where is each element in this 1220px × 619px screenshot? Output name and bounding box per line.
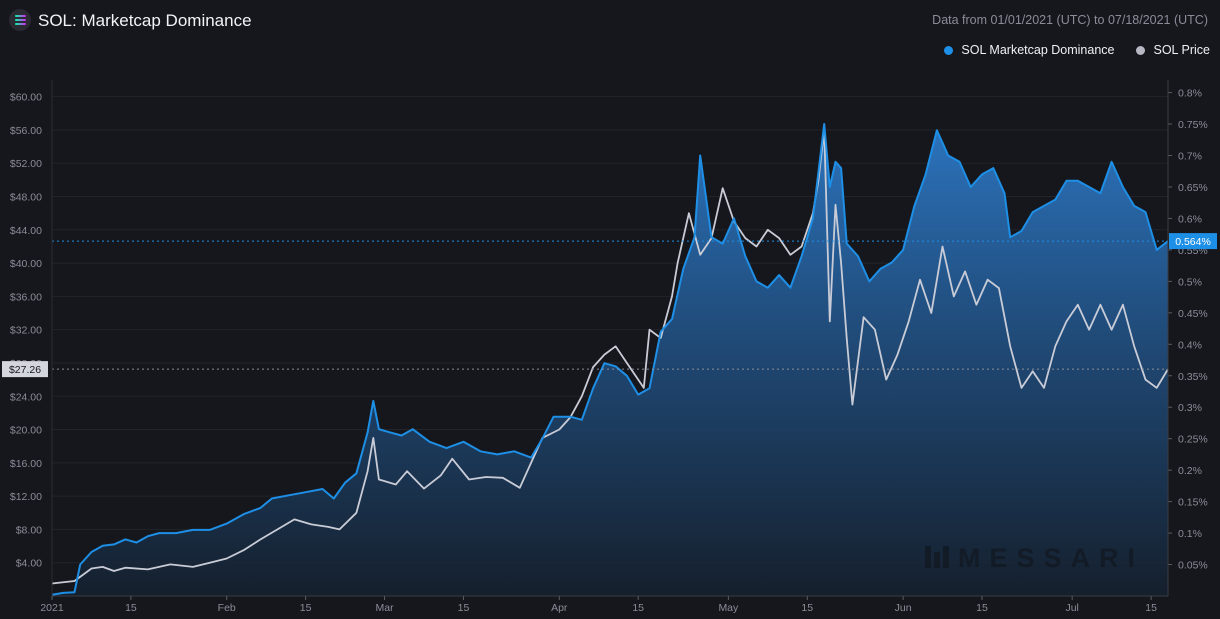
x-tick-label: 15	[976, 602, 988, 614]
left-tick-label: $24.00	[10, 391, 42, 403]
left-tick-label: $8.00	[16, 524, 42, 536]
left-tick-label: $20.00	[10, 425, 42, 437]
legend-label-price: SOL Price	[1153, 43, 1210, 57]
right-tick-label: 0.65%	[1178, 182, 1208, 194]
crosshair-dominance-label: 0.564%	[1175, 236, 1211, 248]
legend-item-dominance[interactable]: SOL Marketcap Dominance	[944, 43, 1114, 57]
x-tick-label: Feb	[218, 602, 236, 614]
x-axis: 2021 15 Feb 15 Mar 15 Apr 15 May 15 Jun 15 Jul 15	[40, 595, 1168, 614]
right-tick-label: 0.7%	[1178, 151, 1202, 163]
dominance-area-fill	[52, 124, 1168, 596]
dominance-line	[51, 123, 1169, 596]
date-range-label: Data from 01/01/2021 (UTC) to 07/18/2021…	[932, 13, 1208, 27]
right-tick-label: 0.4%	[1178, 339, 1202, 351]
messari-watermark: MESSARI	[925, 543, 1144, 573]
right-axis: 0.05% 0.1% 0.15% 0.2% 0.25% 0.3% 0.35% 0.4% 0.45…	[1167, 80, 1208, 596]
right-tick-label: 0.45%	[1178, 308, 1208, 320]
left-tick-label: $44.00	[10, 225, 42, 237]
right-tick-label: 0.8%	[1178, 88, 1202, 100]
x-tick-label: Mar	[375, 602, 394, 614]
legend-dot-dominance	[944, 45, 954, 55]
left-tick-label: $60.00	[10, 92, 42, 104]
messari-logo-icon	[925, 546, 949, 568]
x-tick-label: 15	[801, 602, 813, 614]
left-tick-label: $32.00	[10, 325, 42, 337]
right-tick-label: 0.1%	[1178, 528, 1202, 540]
crosshair-price-badge	[2, 361, 48, 378]
legend: SOL Marketcap Dominance SOL Price	[944, 43, 1210, 57]
left-tick-label: $4.00	[16, 558, 42, 570]
x-tick-label: Apr	[551, 602, 568, 614]
crosshair-dominance-badge	[1169, 233, 1217, 250]
legend-dot-price	[1136, 45, 1146, 55]
chart-title: SOL: Marketcap Dominance	[38, 11, 252, 30]
right-tick-label: 0.35%	[1178, 371, 1208, 383]
x-tick-label: 15	[632, 602, 644, 614]
solana-logo-icon	[9, 9, 31, 31]
x-tick-label: 15	[1145, 602, 1157, 614]
price-line	[51, 129, 1169, 585]
left-tick-label: $40.00	[10, 258, 42, 270]
crosshair-labels: $27.26 0.564%	[2, 233, 1217, 378]
x-tick-label: 2021	[40, 602, 64, 614]
left-tick-label: $48.00	[10, 192, 42, 204]
right-tick-label: 0.05%	[1178, 560, 1208, 572]
x-tick-label: 15	[125, 602, 137, 614]
right-tick-label: 0.25%	[1178, 434, 1208, 446]
left-tick-label: $56.00	[10, 125, 42, 137]
x-tick-label: 15	[300, 602, 312, 614]
x-tick-label: 15	[458, 602, 470, 614]
x-tick-label: Jul	[1065, 602, 1078, 614]
right-tick-label: 0.6%	[1178, 213, 1202, 225]
right-tick-label: 0.5%	[1178, 276, 1202, 288]
left-tick-label: $12.00	[10, 491, 42, 503]
left-tick-label: $16.00	[10, 458, 42, 470]
left-tick-label: $52.00	[10, 158, 42, 170]
legend-item-price[interactable]: SOL Price	[1136, 43, 1210, 57]
right-tick-label: 0.3%	[1178, 402, 1202, 414]
watermark-text: MESSARI	[958, 543, 1144, 573]
left-axis: $4.00$8.00$12.00$16.00$20.00$24.00$28.00…	[10, 80, 53, 596]
legend-label-dominance: SOL Marketcap Dominance	[961, 43, 1115, 57]
right-tick-label: 0.75%	[1178, 119, 1208, 131]
x-tick-label: May	[718, 602, 739, 614]
x-tick-label: Jun	[895, 602, 912, 614]
crosshair-price-label: $27.26	[9, 364, 41, 376]
right-tick-label: 0.15%	[1178, 497, 1208, 509]
right-tick-label: 0.2%	[1178, 465, 1202, 477]
left-tick-label: $36.00	[10, 291, 42, 303]
